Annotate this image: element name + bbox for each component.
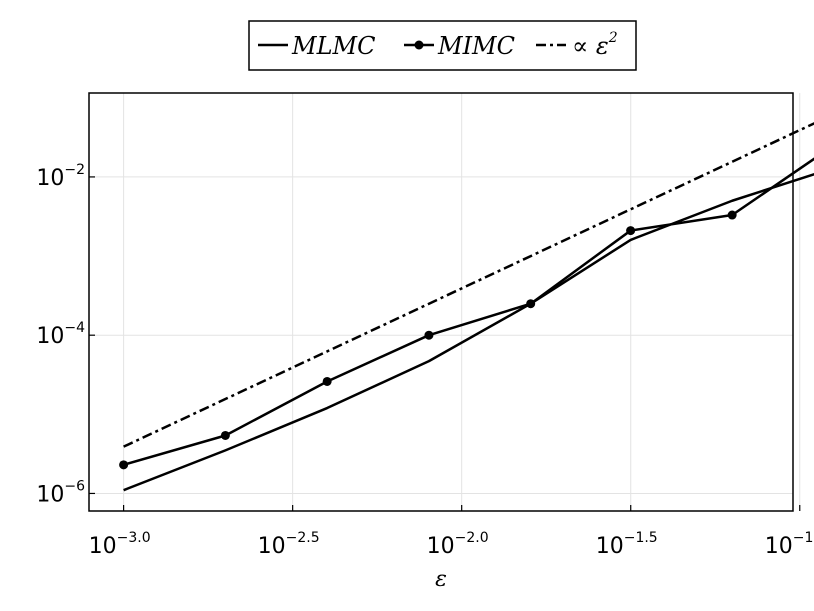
y-axis-ticks: 10−610−410−2: [36, 162, 95, 507]
x-tick-exponent: −3.0: [117, 530, 151, 546]
x-tick-exponent: −2.5: [286, 530, 320, 546]
legend-box: [248, 20, 637, 71]
plot-frame: [88, 92, 794, 512]
x-tick-label: 10−1.0: [765, 530, 814, 559]
y-tick-base: 10: [36, 324, 64, 349]
x-tick-label: 10−3.0: [89, 530, 151, 559]
legend-item-mlmc: MLMC: [258, 32, 375, 60]
y-tick-label: 10−4: [36, 320, 85, 349]
x-tick-label: 10−2.5: [258, 530, 320, 559]
data-point-mimc: [424, 330, 434, 340]
data-point-mimc: [322, 376, 332, 386]
legend: MLMC MIMC ∝ ε2: [248, 20, 637, 71]
y-tick-base: 10: [36, 482, 64, 507]
series-line-mlmc: [123, 172, 814, 492]
legend-label-mimc: MIMC: [437, 32, 515, 60]
x-tick-exponent: −1.0: [793, 530, 814, 546]
x-axis-label: ε: [435, 567, 447, 592]
grid: [89, 93, 801, 511]
x-tick-exponent: −1.5: [624, 530, 658, 546]
x-tick-base: 10: [258, 534, 286, 559]
data-point-mimc: [526, 299, 536, 309]
data-point-mimc: [119, 460, 129, 470]
legend-marker-mimc: [414, 40, 424, 50]
y-tick-exponent: −6: [64, 478, 85, 494]
legend-item-mimc: MIMC: [404, 32, 515, 60]
x-tick-base: 10: [765, 534, 793, 559]
y-tick-label: 10−2: [36, 162, 85, 191]
y-tick-base: 10: [36, 166, 64, 191]
data-point-mimc: [220, 430, 230, 440]
x-tick-base: 10: [89, 534, 117, 559]
x-tick-base: 10: [596, 534, 624, 559]
legend-label-proportional: ∝ ε2: [572, 30, 618, 60]
x-tick-exponent: −2.0: [455, 530, 489, 546]
series-line-series-2: [123, 122, 814, 448]
data-point-mimc: [727, 210, 737, 220]
y-tick-exponent: −4: [64, 320, 85, 336]
x-tick-label: 10−2.0: [427, 530, 489, 559]
series-line-mimc: [123, 157, 814, 467]
y-tick-exponent: −2: [64, 162, 85, 178]
series-layer: [119, 122, 814, 492]
x-tick-base: 10: [427, 534, 455, 559]
legend-item-proportional: ∝ ε2: [536, 30, 618, 60]
data-point-mimc: [626, 226, 636, 236]
y-tick-label: 10−6: [36, 478, 85, 507]
x-tick-label: 10−1.5: [596, 530, 658, 559]
legend-label-mlmc: MLMC: [291, 32, 375, 60]
x-axis-ticks: 10−3.010−2.510−2.010−1.510−1.0: [89, 505, 814, 559]
